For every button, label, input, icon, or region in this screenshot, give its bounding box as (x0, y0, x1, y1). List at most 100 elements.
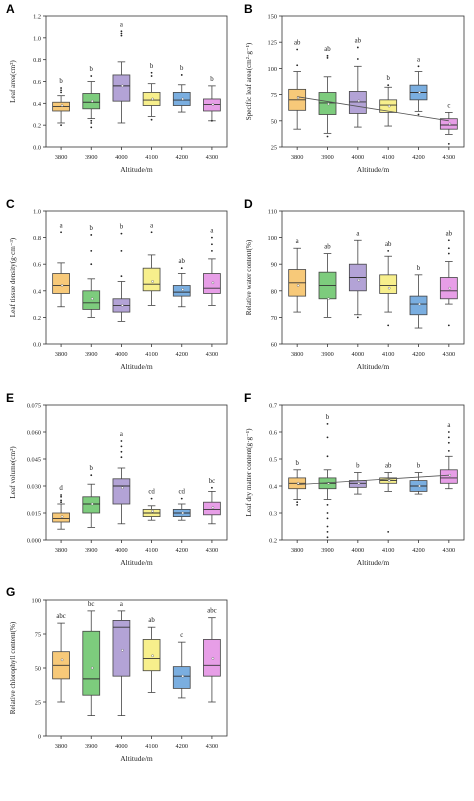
box-3900: b (318, 414, 337, 539)
outlier-point (326, 423, 329, 425)
significance-letter: c (447, 102, 450, 109)
significance-letter: a (210, 228, 213, 235)
y-tick-label: 0.8 (33, 57, 41, 64)
panel-letter: C (6, 197, 15, 211)
x-tick-label: 4000 (352, 351, 365, 358)
y-tick-label: 80 (271, 288, 277, 295)
panel-letter: D (244, 197, 253, 211)
y-tick-label: 0.6 (33, 262, 41, 269)
x-tick-label: 3900 (85, 547, 98, 554)
x-tick-label: 3800 (291, 351, 304, 358)
iqr-box (439, 469, 458, 484)
x-tick-label: 4200 (175, 547, 188, 554)
mean-marker (181, 288, 185, 291)
outlier-point (417, 65, 420, 68)
iqr-box (409, 295, 428, 316)
mean-marker (448, 122, 452, 126)
significance-letter: b (417, 265, 421, 272)
y-tick-label: 100 (268, 66, 277, 73)
mean-marker (387, 104, 391, 108)
significance-letter: b (326, 414, 330, 421)
outlier-point (447, 239, 450, 242)
y-tick-label: 1.0 (33, 35, 41, 42)
y-tick-label: 75 (271, 92, 277, 99)
box-4000: ab (348, 37, 367, 128)
significance-letter: b (90, 465, 94, 472)
outlier-point (387, 84, 390, 87)
mean-marker (121, 304, 124, 307)
iqr-box (82, 496, 101, 514)
significance-letter: ab (355, 37, 362, 44)
outlier-point (180, 74, 183, 76)
significance-letter: a (356, 230, 359, 237)
outlier-point (60, 499, 62, 502)
x-tick-label: 3900 (321, 351, 334, 358)
significance-letter: b (90, 66, 94, 73)
plot-frame (281, 15, 465, 148)
significance-letter: a (120, 431, 123, 438)
y-tick-label: 0.2 (33, 315, 41, 322)
significance-letter: b (295, 460, 299, 467)
outlier-point (447, 247, 450, 250)
significance-letter: b (386, 75, 390, 82)
mean-marker (387, 479, 391, 482)
outlier-point (60, 87, 62, 89)
x-tick-label: 4200 (412, 547, 425, 554)
mean-marker (90, 99, 94, 103)
y-tick-label: 110 (268, 209, 277, 216)
outlier-point (326, 531, 329, 533)
outlier-point (326, 135, 329, 138)
panel-letter: F (244, 391, 251, 405)
y-tick-label: 70 (271, 315, 277, 322)
significance-letter: abc (207, 608, 216, 615)
mean-marker (60, 658, 64, 662)
outlier-point (120, 30, 123, 33)
box-3800: b (52, 78, 70, 127)
mean-marker (448, 286, 452, 290)
box-3900: b (82, 225, 101, 318)
outlier-point (326, 512, 329, 514)
y-tick-label: 90 (271, 262, 277, 269)
outlier-point (120, 34, 123, 37)
x-tick-label: 4300 (206, 547, 219, 554)
outlier-point (180, 267, 183, 270)
mean-marker (357, 481, 361, 485)
iqr-box (348, 91, 367, 114)
mean-marker (181, 511, 185, 515)
outlier-point (90, 263, 93, 266)
box-4300: a (203, 228, 221, 306)
box-3800: ab (288, 40, 307, 130)
outlier-point (60, 494, 62, 496)
panel-letter: B (244, 2, 253, 16)
x-tick-label: 3800 (291, 547, 304, 554)
significance-letter: a (417, 56, 420, 63)
x-tick-label: 4000 (115, 351, 128, 358)
outlier-point (90, 250, 93, 252)
plot-frame (281, 404, 465, 541)
outlier-point (296, 64, 299, 67)
mean-marker (151, 97, 154, 101)
mean-marker (418, 302, 421, 306)
y-tick-label: 0.015 (27, 511, 41, 518)
mean-marker (90, 502, 94, 506)
plot-frame (281, 210, 465, 345)
box-4100: ab (379, 463, 398, 533)
y-tick-label: 60 (271, 342, 277, 349)
outlier-point (90, 119, 93, 122)
box-3900: b (82, 66, 101, 129)
outlier-point (120, 250, 123, 252)
x-tick-label: 3800 (55, 547, 68, 554)
box-4300: bc (203, 478, 221, 525)
outlier-point (120, 445, 123, 448)
x-tick-label: 4000 (115, 547, 128, 554)
x-tick-label: 4300 (206, 743, 219, 750)
panel-d: D 60 70 80 90 100 110 3800 3900 4000 4100 4200 4300 A… (244, 197, 465, 371)
outlier-point (120, 456, 123, 459)
x-tick-label: 3900 (321, 547, 334, 554)
outlier-point (120, 440, 123, 442)
y-tick-label: 50 (35, 666, 41, 673)
significance-letter: a (120, 601, 123, 608)
box-4200: ab (172, 258, 191, 308)
y-tick-label: 0.4 (33, 101, 42, 108)
box-4300: a (439, 422, 458, 490)
